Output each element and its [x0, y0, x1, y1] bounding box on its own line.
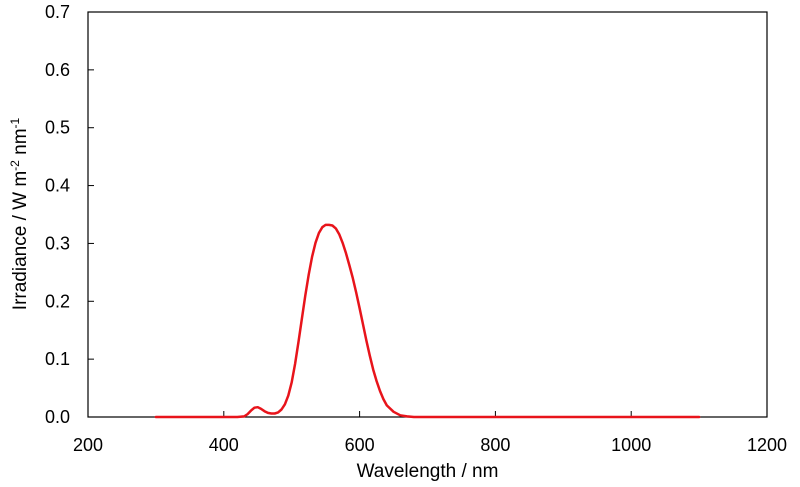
x-axis-title: Wavelength / nm	[357, 461, 499, 482]
y-tick-label: 0.5	[45, 118, 70, 138]
series-line	[154, 223, 701, 419]
y-axis-title-main: Irradiance / W m	[10, 171, 31, 310]
y-axis: 0.0 0.1 0.2 0.3 0.4 0.5 0.6 0.7	[45, 2, 94, 427]
y-tick-label: 0.2	[45, 291, 70, 311]
x-tick-label: 1000	[611, 435, 651, 455]
y-axis-title-exp1: -2	[8, 160, 22, 171]
x-tick-label: 400	[209, 435, 239, 455]
y-tick-label: 0.3	[45, 233, 70, 253]
y-axis-title-unit: nm	[10, 128, 31, 160]
x-tick-label: 200	[73, 435, 103, 455]
y-tick-label: 0.1	[45, 349, 70, 369]
x-tick-label: 800	[480, 435, 510, 455]
plot-area-frame	[87, 11, 768, 418]
x-tick-label: 1200	[747, 435, 787, 455]
y-tick-label: 0.7	[45, 2, 70, 22]
x-axis: 200 400 600 800 1000 1200	[73, 411, 787, 455]
series-layer	[154, 223, 701, 419]
y-axis-title-exp2: -1	[8, 117, 22, 128]
y-tick-label: 0.6	[45, 60, 70, 80]
y-axis-title: Irradiance / W m-2 nm-1	[8, 117, 31, 310]
y-tick-label: 0.0	[45, 407, 70, 427]
x-tick-label: 600	[345, 435, 375, 455]
y-tick-label: 0.4	[45, 176, 70, 196]
